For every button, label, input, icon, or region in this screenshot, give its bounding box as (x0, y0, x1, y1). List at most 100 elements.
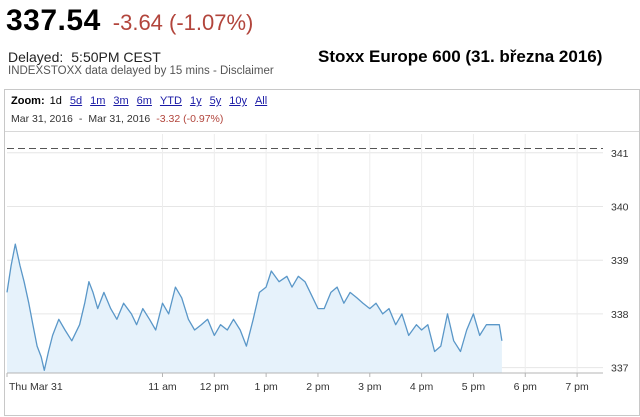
data-point-25[interactable] (135, 324, 137, 326)
data-point-70[interactable] (427, 324, 429, 326)
data-point-30[interactable] (168, 313, 170, 315)
data-point-17[interactable] (88, 281, 90, 283)
data-point-79[interactable] (485, 324, 487, 326)
data-point-42[interactable] (245, 345, 247, 347)
data-point-43[interactable] (252, 318, 254, 320)
data-point-2[interactable] (14, 243, 16, 245)
data-point-75[interactable] (459, 350, 461, 352)
data-point-4[interactable] (23, 281, 25, 283)
data-point-15[interactable] (78, 324, 80, 326)
data-point-48[interactable] (286, 275, 288, 277)
data-point-76[interactable] (466, 329, 468, 331)
data-point-40[interactable] (232, 318, 234, 320)
data-point-12[interactable] (58, 318, 60, 320)
data-point-28[interactable] (155, 329, 157, 331)
data-point-13[interactable] (64, 329, 66, 331)
data-point-58[interactable] (349, 291, 351, 293)
data-point-7[interactable] (36, 345, 38, 347)
data-point-27[interactable] (148, 318, 150, 320)
data-point-34[interactable] (193, 329, 195, 331)
data-point-53[interactable] (317, 307, 319, 309)
data-point-26[interactable] (142, 307, 144, 309)
data-point-82[interactable] (501, 340, 503, 342)
data-point-59[interactable] (356, 297, 358, 299)
data-point-9[interactable] (43, 369, 45, 371)
data-point-21[interactable] (110, 307, 112, 309)
data-point-20[interactable] (103, 291, 105, 293)
data-point-22[interactable] (116, 318, 118, 320)
zoom-option-10y[interactable]: 10y (229, 95, 247, 107)
data-point-50[interactable] (297, 275, 299, 277)
data-point-74[interactable] (453, 340, 455, 342)
data-point-39[interactable] (226, 329, 228, 331)
data-point-0[interactable] (6, 291, 8, 293)
data-point-11[interactable] (51, 334, 53, 336)
image-caption: Stoxx Europe 600 (31. března 2016) (318, 47, 603, 66)
zoom-option-1y[interactable]: 1y (189, 95, 202, 107)
data-point-63[interactable] (382, 313, 384, 315)
y-tick-label-340: 340 (611, 202, 629, 214)
x-tick-label-8: 6 pm (514, 381, 538, 393)
data-point-66[interactable] (401, 313, 403, 315)
data-point-32[interactable] (181, 297, 183, 299)
data-point-51[interactable] (304, 281, 306, 283)
data-point-61[interactable] (369, 307, 371, 309)
zoom-option-1d[interactable]: 1d (49, 95, 62, 107)
data-point-41[interactable] (239, 329, 241, 331)
data-point-5[interactable] (28, 302, 30, 304)
data-point-37[interactable] (213, 334, 215, 336)
x-tick-label-1: 11 am (148, 381, 177, 393)
data-point-49[interactable] (291, 286, 293, 288)
zoom-option-all[interactable]: All (254, 95, 268, 107)
data-point-65[interactable] (395, 324, 397, 326)
data-point-60[interactable] (362, 302, 364, 304)
zoom-option-5y[interactable]: 5y (209, 95, 222, 107)
data-point-18[interactable] (92, 291, 94, 293)
data-point-38[interactable] (219, 324, 221, 326)
data-point-57[interactable] (343, 302, 345, 304)
data-point-3[interactable] (19, 264, 21, 266)
data-point-78[interactable] (479, 334, 481, 336)
data-point-8[interactable] (40, 356, 42, 358)
intraday-chart[interactable]: Thu Mar 31 11 am 12 pm 1 pm 2 pm 3 pm 4 pm 5 pm… (5, 90, 639, 415)
data-point-67[interactable] (408, 334, 410, 336)
data-point-47[interactable] (278, 281, 280, 283)
data-point-29[interactable] (161, 302, 163, 304)
last-price: 337.54 (6, 4, 101, 37)
data-point-35[interactable] (200, 324, 202, 326)
data-point-16[interactable] (84, 302, 86, 304)
data-point-33[interactable] (187, 318, 189, 320)
data-point-80[interactable] (491, 324, 493, 326)
data-point-14[interactable] (71, 340, 73, 342)
data-point-68[interactable] (415, 324, 417, 326)
data-point-31[interactable] (174, 286, 176, 288)
data-point-36[interactable] (206, 318, 208, 320)
data-point-62[interactable] (375, 302, 377, 304)
zoom-option-6m[interactable]: 6m (136, 95, 152, 107)
zoom-option-5d[interactable]: 5d (69, 95, 83, 107)
data-point-45[interactable] (265, 286, 267, 288)
data-point-81[interactable] (498, 324, 500, 326)
data-point-44[interactable] (258, 291, 260, 293)
data-point-6[interactable] (32, 324, 34, 326)
data-point-64[interactable] (388, 307, 390, 309)
data-point-55[interactable] (330, 291, 332, 293)
data-point-46[interactable] (270, 270, 272, 272)
data-point-10[interactable] (47, 350, 49, 352)
data-point-71[interactable] (433, 350, 435, 352)
price-area-fill (7, 244, 502, 373)
data-point-72[interactable] (440, 345, 442, 347)
data-point-56[interactable] (336, 286, 338, 288)
data-point-19[interactable] (97, 307, 99, 309)
zoom-option-3m[interactable]: 3m (113, 95, 129, 107)
data-point-69[interactable] (420, 329, 422, 331)
data-point-24[interactable] (130, 313, 132, 315)
zoom-option-ytd[interactable]: YTD (159, 95, 182, 107)
data-point-77[interactable] (472, 313, 474, 315)
data-point-23[interactable] (122, 302, 124, 304)
zoom-option-1m[interactable]: 1m (90, 95, 106, 107)
data-point-73[interactable] (446, 313, 448, 315)
data-point-52[interactable] (312, 297, 314, 299)
data-point-1[interactable] (10, 264, 12, 266)
data-point-54[interactable] (323, 307, 325, 309)
